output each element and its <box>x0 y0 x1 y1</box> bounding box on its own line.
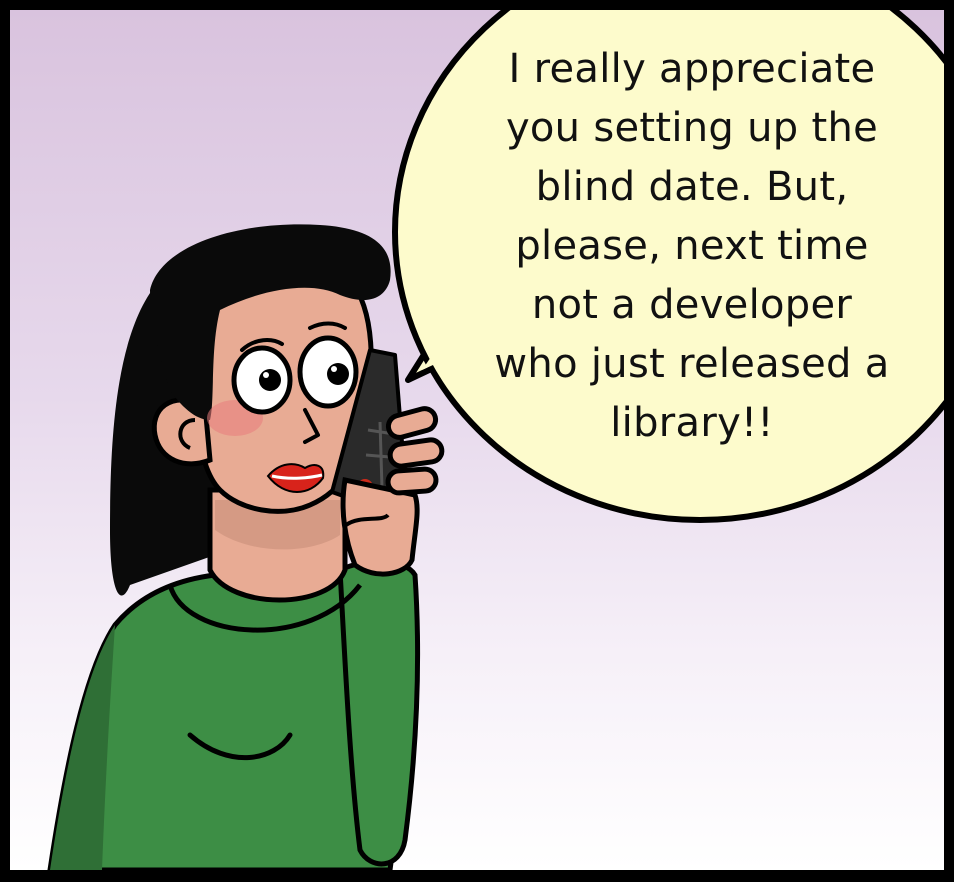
speech-bubble-shape <box>392 10 944 523</box>
lips <box>266 463 325 493</box>
speech-line: who just released a <box>494 341 890 387</box>
speech-line: not a developer <box>531 282 853 328</box>
sweater-shadow <box>50 625 115 870</box>
left-eye <box>231 345 293 415</box>
nose <box>303 408 320 444</box>
sweater-sleeve <box>337 559 421 867</box>
comic-illustration <box>47 10 944 870</box>
right-eyebrow <box>308 321 347 330</box>
speech-line: library!! <box>610 400 774 446</box>
hand <box>340 406 445 577</box>
hair-top <box>150 224 391 420</box>
collar <box>167 583 362 633</box>
chest-line <box>187 732 293 760</box>
speech-line: you setting up the <box>505 105 879 151</box>
right-eye <box>297 335 359 409</box>
left-eyebrow <box>240 338 284 352</box>
speech-bubble-text: I really appreciate you setting up the b… <box>482 40 902 453</box>
speech-line: blind date. But, <box>535 164 849 210</box>
speech-line: I really appreciate <box>508 46 876 92</box>
comic-scene: I really appreciate you setting up the b… <box>10 10 944 870</box>
speech-line: please, next time <box>515 223 869 269</box>
speech-bubble <box>392 10 944 523</box>
